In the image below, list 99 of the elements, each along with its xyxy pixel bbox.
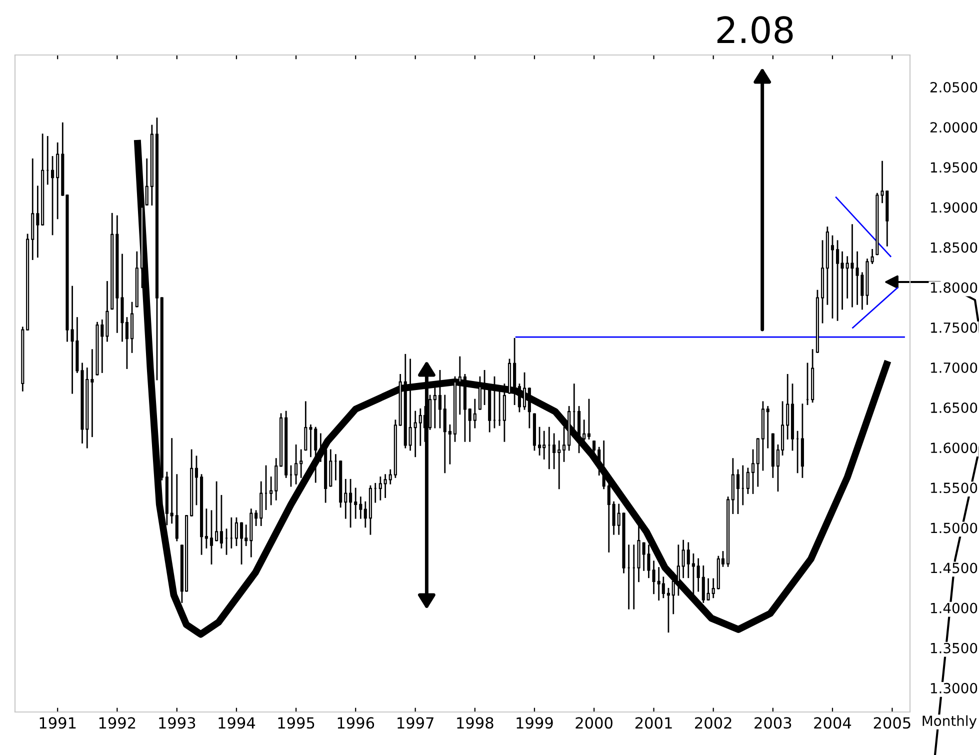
- candlestick: [364, 501, 367, 528]
- candlestick: [388, 469, 392, 484]
- candlestick: [686, 542, 690, 578]
- y-tick-label: 2.0500: [930, 82, 978, 93]
- candlestick: [210, 510, 214, 564]
- candlestick: [468, 408, 472, 442]
- candlestick: [448, 424, 452, 464]
- candlestick: [696, 558, 700, 592]
- y-tick-label: 1.8000: [930, 282, 978, 293]
- candlestick: [522, 372, 526, 410]
- candlestick: [215, 481, 218, 542]
- x-tick-label: 1993: [159, 717, 196, 729]
- candlestick: [676, 544, 680, 596]
- candlestick: [240, 522, 244, 564]
- candlestick: [384, 474, 387, 498]
- candlestick: [484, 370, 486, 406]
- candlestick: [378, 476, 382, 500]
- candlestick: [354, 488, 358, 519]
- candlestick: [712, 578, 715, 598]
- candlestick: [458, 356, 462, 415]
- x-tick-label: 1997: [398, 717, 434, 729]
- candlestick: [433, 388, 436, 428]
- candlestick: [175, 474, 178, 542]
- y-tick-label: 1.7000: [930, 362, 978, 373]
- candlestick: [478, 376, 482, 410]
- candlestick: [538, 426, 542, 456]
- y-tick-label: 1.3000: [930, 682, 978, 694]
- candlestick: [473, 398, 476, 428]
- candlestick: [270, 476, 273, 506]
- y-tick-label: 1.4000: [930, 602, 978, 614]
- candlestick: [349, 478, 352, 528]
- candlestick: [552, 433, 556, 470]
- candlestick: [751, 449, 755, 494]
- candlestick: [562, 426, 566, 462]
- candlestick: [51, 156, 54, 236]
- y-tick-label: 1.9000: [930, 202, 978, 213]
- candlestick: [612, 501, 616, 535]
- candlestick: [294, 444, 298, 484]
- candlestick: [254, 510, 258, 526]
- candlestick: [170, 438, 174, 524]
- x-tick-label: 1998: [457, 717, 494, 729]
- candlestick: [672, 572, 675, 614]
- candlestick: [300, 449, 303, 478]
- candlestick: [558, 440, 561, 490]
- x-tick-label: 1992: [99, 717, 136, 729]
- y-tick-label: 1.8500: [930, 242, 978, 253]
- x-tick-label: 1991: [40, 717, 76, 729]
- y-tick-label: 2.0000: [930, 122, 978, 133]
- candlestick: [344, 478, 348, 519]
- candlestick: [830, 235, 834, 318]
- y-tick-label: 1.3500: [930, 642, 978, 654]
- x-tick-label: 2003: [754, 717, 792, 729]
- candlestick: [414, 410, 417, 458]
- y-tick-label: 1.4500: [930, 562, 978, 574]
- candlestick: [359, 496, 362, 519]
- candlestick: [652, 560, 656, 594]
- candlestick: [736, 469, 740, 514]
- candlestick: [234, 517, 238, 546]
- candlestick: [666, 588, 670, 633]
- candlestick: [90, 349, 94, 438]
- candlestick: [220, 494, 223, 548]
- candlestick: [587, 398, 591, 440]
- y-tick-label: 1.5500: [930, 482, 978, 494]
- x-tick-label: 2004: [814, 717, 852, 729]
- candlestick: [870, 249, 874, 264]
- candlestick: [682, 540, 685, 578]
- candlestick: [443, 394, 446, 474]
- candlestick: [304, 401, 308, 451]
- x-tick-label: 2001: [635, 717, 672, 729]
- y-tick-label: 1.9500: [930, 162, 978, 173]
- y-tick-label: 1.6000: [930, 442, 978, 454]
- candlestick: [145, 158, 148, 206]
- y-tick-label: 1.7500: [930, 322, 978, 333]
- candlestick: [518, 384, 521, 412]
- candlestick: [204, 508, 208, 548]
- candlestick: [607, 481, 610, 552]
- x-tick-label: 1995: [278, 717, 314, 729]
- y-tick-label: 1.5000: [930, 522, 978, 534]
- text: 2.08: [717, 16, 793, 44]
- x-tick-label: 2000: [576, 717, 612, 729]
- candlestick: [194, 456, 198, 506]
- candlestick: [746, 468, 750, 494]
- x-tick-label: 1994: [218, 717, 256, 729]
- candlestick: [602, 440, 606, 490]
- candlestick: [528, 388, 531, 428]
- candlestick: [766, 406, 770, 448]
- text: Monthly: [922, 715, 977, 729]
- x-tick-label: 2002: [695, 717, 732, 729]
- candlestick: [786, 374, 790, 440]
- candlestick: [598, 446, 601, 476]
- x-tick-label: 1996: [338, 717, 374, 729]
- candlestick: [662, 576, 665, 598]
- x-tick-label: 2005: [874, 717, 910, 729]
- candlestick: [513, 338, 516, 406]
- candlestick: [56, 142, 60, 220]
- x-tick-label: 1999: [516, 717, 553, 729]
- candlestick: [438, 370, 442, 428]
- y-tick-label: 1.6500: [930, 402, 978, 414]
- candlestick: [36, 186, 40, 258]
